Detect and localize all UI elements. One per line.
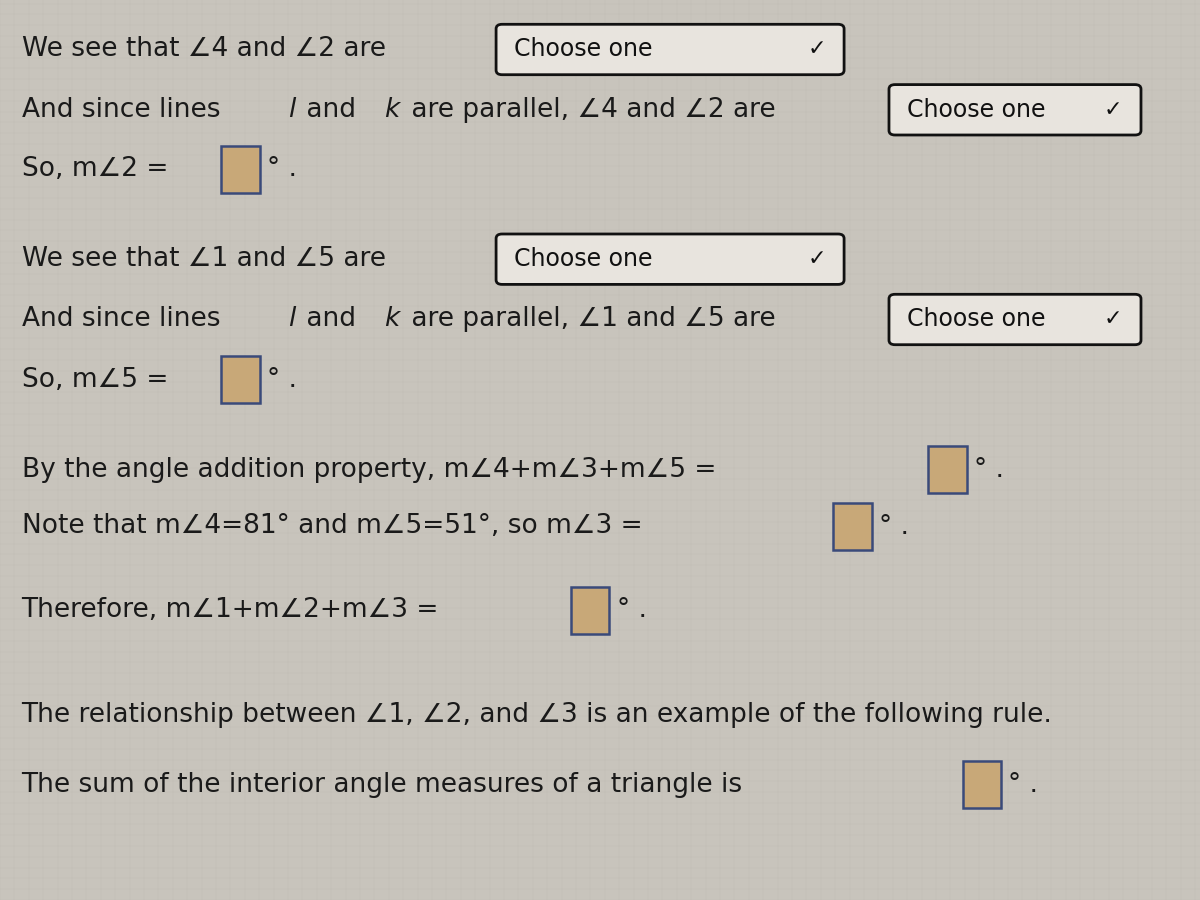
Text: ° .: ° .: [878, 514, 908, 539]
Text: ° .: ° .: [266, 367, 296, 392]
Text: The relationship between ∠1, ∠2, and ∠3 is an example of the following rule.: The relationship between ∠1, ∠2, and ∠3 …: [22, 703, 1052, 728]
Text: ✓: ✓: [808, 249, 826, 269]
Text: ° .: ° .: [266, 157, 296, 182]
FancyBboxPatch shape: [929, 446, 967, 493]
Text: Therefore, m∠1+m∠2+m∠3 =: Therefore, m∠1+m∠2+m∠3 =: [22, 598, 448, 623]
Text: And since lines: And since lines: [22, 97, 228, 122]
FancyBboxPatch shape: [496, 24, 844, 75]
Text: k: k: [384, 97, 398, 122]
Text: and: and: [298, 307, 365, 332]
Text: ✓: ✓: [808, 40, 826, 59]
Text: are parallel, ∠1 and ∠5 are: are parallel, ∠1 and ∠5 are: [403, 307, 785, 332]
Text: Choose one: Choose one: [514, 38, 653, 61]
Text: We see that ∠4 and ∠2 are: We see that ∠4 and ∠2 are: [22, 37, 394, 62]
Text: Choose one: Choose one: [514, 248, 653, 271]
Text: Choose one: Choose one: [907, 308, 1045, 331]
Text: The sum of the interior angle measures of a triangle is: The sum of the interior angle measures o…: [22, 772, 751, 797]
Text: ° .: ° .: [974, 457, 1004, 482]
Text: l: l: [288, 97, 296, 122]
Text: ° .: ° .: [1008, 772, 1038, 797]
FancyBboxPatch shape: [496, 234, 844, 284]
FancyBboxPatch shape: [571, 587, 610, 634]
Text: ✓: ✓: [1104, 310, 1123, 329]
Text: By the angle addition property, m∠4+m∠3+m∠5 =: By the angle addition property, m∠4+m∠3+…: [22, 457, 725, 482]
Text: Note that m∠4=81° and m∠5=51°, so m∠3 =: Note that m∠4=81° and m∠5=51°, so m∠3 =: [22, 514, 650, 539]
FancyBboxPatch shape: [889, 294, 1141, 345]
FancyBboxPatch shape: [833, 503, 871, 550]
FancyBboxPatch shape: [889, 85, 1141, 135]
Text: So, m∠2 =: So, m∠2 =: [22, 157, 176, 182]
Text: We see that ∠1 and ∠5 are: We see that ∠1 and ∠5 are: [22, 247, 394, 272]
FancyBboxPatch shape: [962, 761, 1001, 808]
FancyBboxPatch shape: [221, 356, 259, 403]
Text: And since lines: And since lines: [22, 307, 228, 332]
Text: ° .: ° .: [617, 598, 647, 623]
Text: Choose one: Choose one: [907, 98, 1045, 122]
Text: ✓: ✓: [1104, 100, 1123, 120]
Text: So, m∠5 =: So, m∠5 =: [22, 367, 176, 392]
Text: and: and: [298, 97, 365, 122]
FancyBboxPatch shape: [221, 146, 259, 193]
Text: l: l: [288, 307, 296, 332]
Text: are parallel, ∠4 and ∠2 are: are parallel, ∠4 and ∠2 are: [403, 97, 785, 122]
Text: k: k: [384, 307, 398, 332]
